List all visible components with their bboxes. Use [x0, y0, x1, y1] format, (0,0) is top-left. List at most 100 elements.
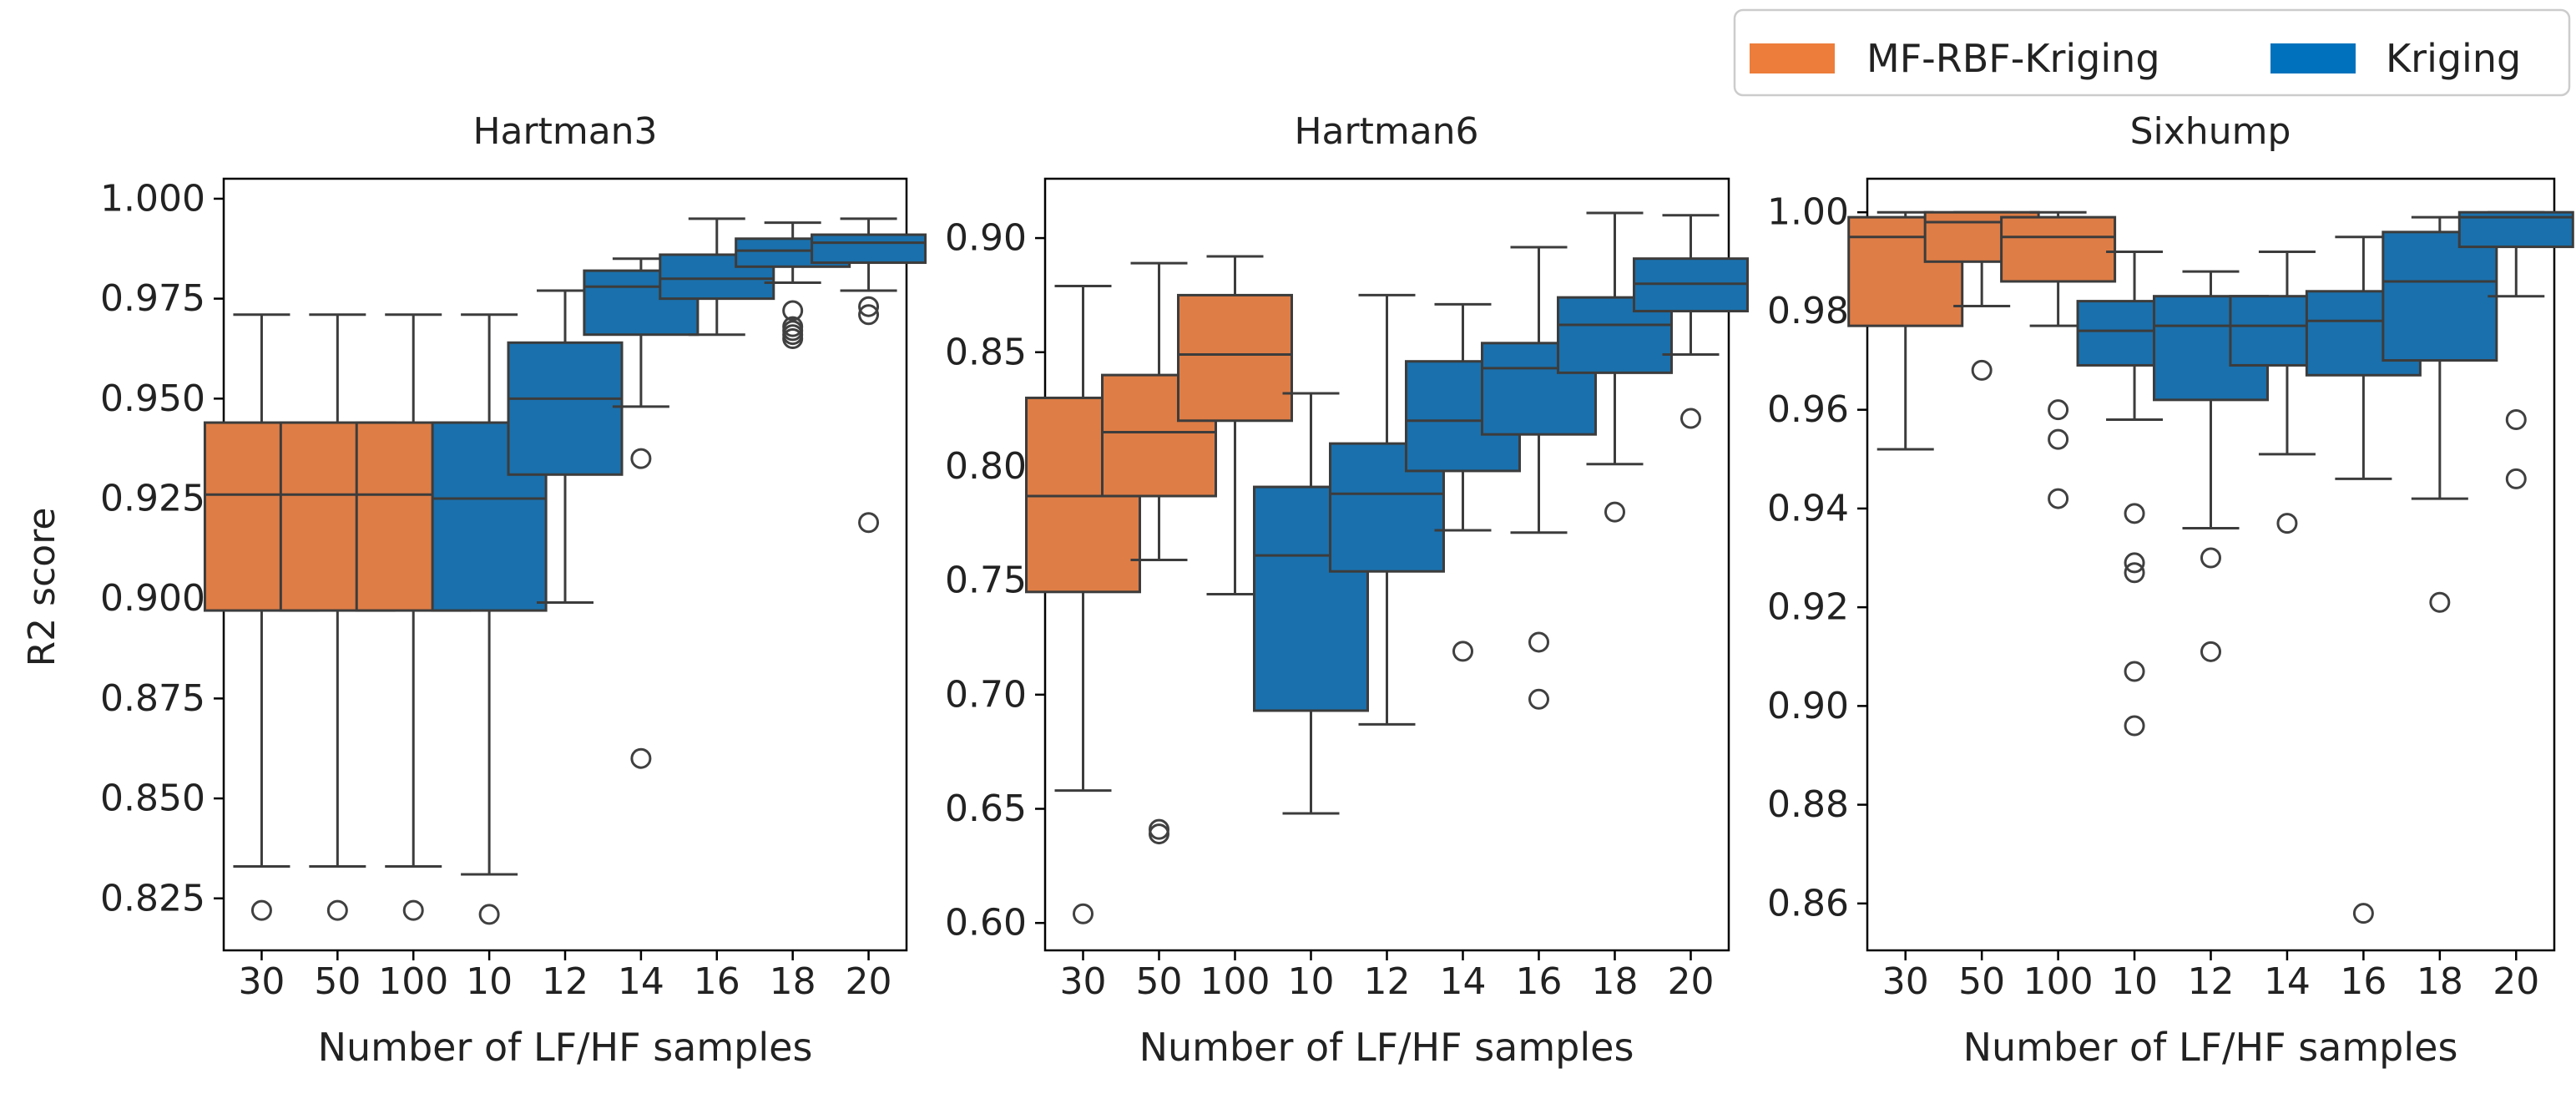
panel-hartman3: Hartman3 R2 score Number of LF/HF sample…	[21, 110, 927, 1070]
outlier-point	[1971, 359, 1993, 381]
outlier-point	[2124, 552, 2145, 574]
outlier-point	[1073, 903, 1094, 924]
y-tick-label: 1.00	[1767, 191, 1849, 234]
outlier-point	[2429, 591, 2451, 613]
outlier-point	[2276, 513, 2298, 534]
y-tick-label: 0.975	[100, 277, 205, 320]
box-20	[2457, 210, 2574, 489]
x-tick-label: 16	[1516, 960, 1563, 1003]
y-tick-label: 0.75	[945, 560, 1027, 602]
outlier-point	[1680, 408, 1701, 429]
outlier-point	[782, 300, 804, 322]
outlier-point	[2048, 488, 2069, 509]
x-tick-label: 50	[314, 960, 361, 1003]
box-20	[1633, 214, 1749, 429]
iqr-box	[1177, 293, 1293, 423]
x-axis-label: Number of LF/HF samples	[1963, 1025, 2458, 1070]
legend-swatch-mf-rbf-kriging	[1750, 43, 1835, 73]
outlier-point	[630, 747, 652, 769]
outlier-point	[2505, 468, 2527, 489]
iqr-box	[2382, 230, 2498, 362]
outlier-point	[1528, 631, 1549, 653]
x-tick-label: 10	[466, 960, 513, 1003]
x-tick-label: 20	[846, 960, 892, 1003]
outlier-point	[1149, 823, 1169, 845]
x-tick-label: 10	[1288, 960, 1335, 1003]
y-tick-label: 0.60	[945, 902, 1027, 945]
outlier-point	[858, 296, 880, 317]
box-50	[1101, 261, 1217, 845]
y-axis-label: R2 score	[21, 508, 63, 667]
x-tick-label: 12	[542, 960, 588, 1003]
x-tick-label: 10	[2111, 960, 2158, 1003]
y-tick-label: 0.92	[1767, 586, 1849, 629]
iqr-box	[507, 341, 624, 476]
box-12	[507, 289, 624, 604]
outlier-point	[478, 904, 500, 925]
panel-title: Hartman6	[1294, 110, 1478, 153]
x-tick-label: 12	[1364, 960, 1411, 1003]
y-tick-label: 0.90	[945, 217, 1027, 260]
x-tick-label: 50	[1958, 960, 2005, 1003]
x-tick-label: 18	[1592, 960, 1639, 1003]
box-100	[2000, 210, 2117, 509]
x-tick-label: 14	[1440, 960, 1487, 1003]
x-tick-label: 20	[1668, 960, 1715, 1003]
outlier-point	[2124, 661, 2145, 682]
legend-label-mf-rbf-kriging: MF-RBF-Kriging	[1866, 36, 2160, 81]
x-tick-label: 14	[2264, 960, 2311, 1003]
y-tick-label: 0.86	[1767, 882, 1849, 924]
x-tick-label: 50	[1136, 960, 1183, 1003]
outlier-point	[326, 899, 348, 921]
x-tick-label: 12	[2188, 960, 2235, 1003]
box-18	[2382, 215, 2498, 613]
outlier-point	[2048, 399, 2069, 421]
x-tick-label: 100	[1200, 960, 1270, 1003]
outlier-point	[2124, 503, 2145, 524]
y-tick-label: 0.875	[100, 677, 205, 720]
y-tick-label: 0.85	[945, 331, 1027, 373]
x-tick-label: 14	[618, 960, 664, 1003]
panel-hartman6: Hartman6 Number of LF/HF samples 0.60 0.6…	[945, 110, 1749, 1070]
legend-frame	[1733, 8, 2571, 97]
outlier-point	[1528, 688, 1549, 710]
legend-swatch-kriging	[2270, 43, 2356, 73]
x-tick-label: 30	[1060, 960, 1107, 1003]
outlier-point	[402, 899, 424, 921]
panel-title: Hartman3	[472, 110, 657, 153]
outlier-point	[2048, 428, 2069, 450]
y-tick-label: 0.90	[1767, 685, 1849, 727]
outlier-point	[858, 512, 880, 534]
panel-title: Sixhump	[2130, 110, 2291, 153]
legend: MF-RBF-Kriging Kriging	[1733, 8, 2571, 97]
x-tick-label: 30	[1882, 960, 1929, 1003]
x-tick-label: 18	[2417, 960, 2463, 1003]
iqr-box	[1329, 442, 1445, 573]
panel-sixhump: Sixhump Number of LF/HF samples 0.86 0.88…	[1767, 110, 2574, 1070]
x-tick-label: 18	[770, 960, 816, 1003]
y-tick-label: 0.94	[1767, 487, 1849, 529]
y-tick-label: 0.65	[945, 788, 1027, 830]
y-tick-label: 0.98	[1767, 290, 1849, 332]
outlier-point	[1452, 641, 1473, 662]
box-12	[1329, 293, 1445, 726]
y-tick-label: 0.88	[1767, 783, 1849, 826]
outlier-point	[1604, 501, 1625, 523]
y-tick-label: 0.96	[1767, 388, 1849, 431]
outlier-point	[782, 328, 804, 350]
outlier-point	[2124, 562, 2145, 584]
y-tick-label: 0.70	[945, 673, 1027, 716]
y-tick-label: 0.900	[100, 577, 205, 620]
y-tick-label: 0.80	[945, 445, 1027, 488]
x-tick-label: 30	[238, 960, 285, 1003]
outlier-point	[2124, 715, 2145, 737]
box-18	[1557, 211, 1673, 523]
outlier-point	[2200, 641, 2221, 662]
box-100	[1177, 255, 1293, 596]
y-tick-label: 0.950	[100, 377, 205, 420]
x-axis-label: Number of LF/HF samples	[318, 1025, 813, 1070]
iqr-box	[2000, 215, 2117, 283]
x-tick-label: 16	[694, 960, 740, 1003]
y-tick-label: 0.850	[100, 777, 205, 820]
